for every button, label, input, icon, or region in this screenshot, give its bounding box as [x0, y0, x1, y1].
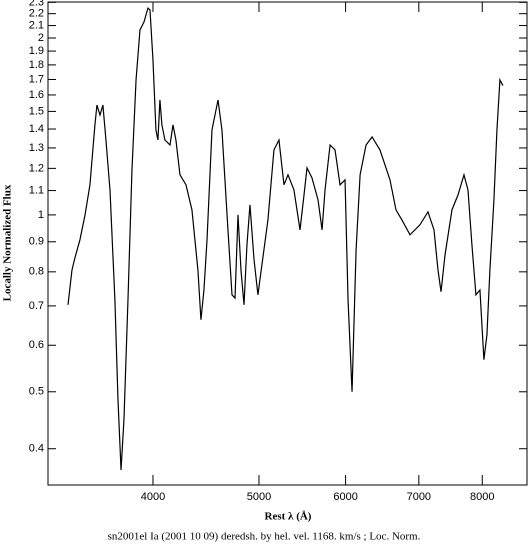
- x-tick-label: 8000: [470, 491, 494, 503]
- y-tick-label: 1.7: [29, 73, 44, 85]
- y-tick-label: 0.8: [29, 266, 44, 278]
- y-tick-label: 1: [38, 209, 44, 221]
- y-tick-label: 0.4: [29, 443, 44, 455]
- y-tick-label: 1.6: [29, 89, 44, 101]
- y-tick-label: 1.2: [29, 162, 44, 174]
- y-tick-label: 0.5: [29, 386, 44, 398]
- chart-title: sn2001el Ia (2001 10 09) deredsh. by hel…: [108, 531, 421, 543]
- x-tick-label: 6000: [333, 491, 357, 503]
- y-tick-label: 0.6: [29, 339, 44, 351]
- x-tick-label: 4000: [141, 491, 165, 503]
- y-tick-label: 1.1: [29, 184, 44, 196]
- y-tick-label: 1.9: [29, 45, 44, 57]
- y-tick-label: 2: [38, 32, 44, 44]
- y-tick-label: 1.4: [29, 123, 44, 135]
- y-tick-label: 2.3: [29, 0, 44, 8]
- y-tick-label: 1.3: [29, 142, 44, 154]
- x-tick-label: 5000: [247, 491, 271, 503]
- plot-frame: [47, 1, 528, 486]
- y-tick-label: 1.5: [29, 105, 44, 117]
- y-tick-label: 1.8: [29, 59, 44, 71]
- y-tick-label: 2.1: [29, 19, 44, 31]
- y-tick-label: 0.7: [29, 300, 44, 312]
- spectrum-line: [67, 6, 504, 471]
- x-tick-label: 7000: [407, 491, 431, 503]
- x-axis-label: Rest λ (Å): [265, 511, 312, 523]
- y-axis-label: Locally Normalized Flux: [2, 184, 14, 301]
- y-tick-label: 2.2: [29, 8, 44, 20]
- y-tick-label: 0.9: [29, 236, 44, 248]
